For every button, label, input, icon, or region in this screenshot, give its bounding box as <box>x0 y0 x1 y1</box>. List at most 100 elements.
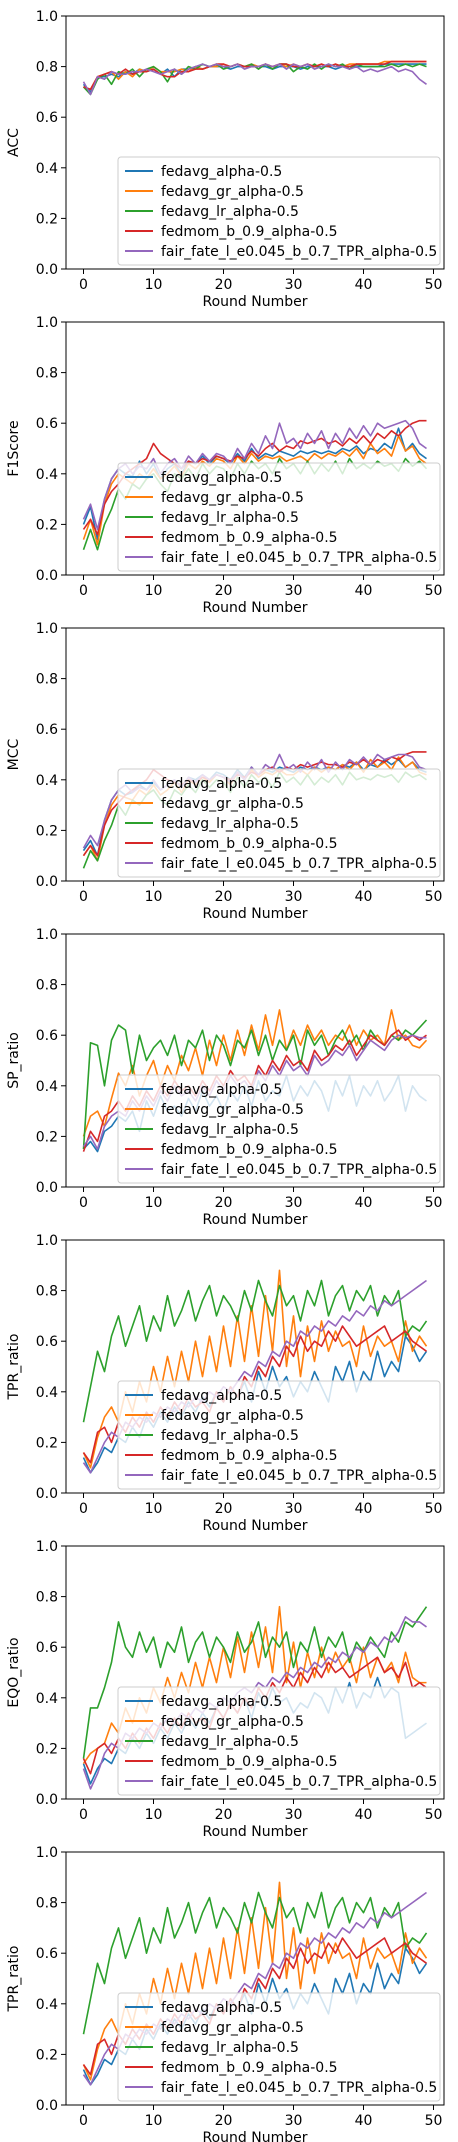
y-tick-label: 0.2 <box>36 1741 58 1757</box>
y-tick-label: 0.8 <box>36 60 58 76</box>
legend-label: fedmom_b_0.9_alpha-0.5 <box>161 836 338 852</box>
plot-frame <box>65 1545 445 1800</box>
chart-7: 0 10 20 30 40 50 0.0 0.2 0.4 0.6 0.8 1.0 Round Numbe… <box>6 1845 445 2142</box>
x-tick-label: 20 <box>215 583 233 599</box>
legend-label: fedavg_lr_alpha-0.5 <box>161 816 299 832</box>
x-axis-label: Round Number <box>203 906 308 918</box>
y-tick-label: 0.8 <box>36 672 58 688</box>
y-tick-label: 0.4 <box>36 161 58 177</box>
legend-label: fedmom_b_0.9_alpha-0.5 <box>161 530 338 546</box>
y-tick-label: 0.6 <box>36 416 58 432</box>
x-tick-label: 40 <box>355 583 373 599</box>
legend-label: fair_fate_l_e0.045_b_0.7_TPR_alpha-0.5 <box>161 550 437 566</box>
x-tick-label: 0 <box>79 889 88 905</box>
x-tick-label: 50 <box>425 1807 443 1823</box>
x-axis-label: Round Number <box>203 1518 308 1530</box>
x-axis-label: Round Number <box>203 1824 308 1836</box>
legend-label: fedavg_lr_alpha-0.5 <box>161 1428 299 1444</box>
x-tick-label: 40 <box>355 1501 373 1517</box>
y-tick-label: 0.0 <box>36 262 58 278</box>
x-tick-label: 30 <box>285 583 303 599</box>
legend: fedavg_alpha-0.5 fedavg_gr_alpha-0.5fedav… <box>117 462 441 572</box>
y-tick-label: 0.6 <box>36 1640 58 1656</box>
plot-frame <box>65 321 445 576</box>
y-tick-label: 0.2 <box>36 2047 58 2063</box>
legend-label: fedmom_b_0.9_alpha-0.5 <box>161 2060 338 2076</box>
x-tick-label: 40 <box>355 1195 373 1211</box>
y-axis-label: F1Score <box>6 420 22 476</box>
chart-1: 0 10 20 30 40 50 0.0 0.2 0.4 0.6 0.8 1.0 Round Numbe… <box>6 9 445 306</box>
plot-frame <box>65 1239 445 1494</box>
x-tick-label: 40 <box>355 889 373 905</box>
y-tick-label: 0.0 <box>36 1792 58 1808</box>
y-tick-label: 0.0 <box>36 2098 58 2114</box>
x-tick-label: 40 <box>355 2113 373 2129</box>
x-tick-label: 0 <box>79 1807 88 1823</box>
y-tick-label: 0.4 <box>36 773 58 789</box>
legend-label: fedavg_lr_alpha-0.5 <box>161 1734 299 1750</box>
legend: fedavg_alpha-0.5 fedavg_gr_alpha-0.5fedav… <box>117 1992 441 2102</box>
x-tick-label: 50 <box>425 1195 443 1211</box>
y-tick-label: 0.2 <box>36 1129 58 1145</box>
x-axis-label: Round Number <box>203 1212 308 1224</box>
x-tick-label: 10 <box>145 277 163 293</box>
y-tick-label: 0.2 <box>36 1435 58 1451</box>
legend-label: fair_fate_l_e0.045_b_0.7_TPR_alpha-0.5 <box>161 2080 437 2096</box>
y-tick-label: 0.8 <box>36 1896 58 1912</box>
y-tick-label: 1.0 <box>36 927 58 943</box>
y-tick-label: 0.0 <box>36 874 58 890</box>
legend-label: fair_fate_l_e0.045_b_0.7_TPR_alpha-0.5 <box>161 244 437 260</box>
legend-label: fedavg_gr_alpha-0.5 <box>161 1714 304 1730</box>
chart-4: 0 10 20 30 40 50 0.0 0.2 0.4 0.6 0.8 1.0 Round Numbe… <box>6 927 445 1224</box>
plot-frame <box>65 627 445 882</box>
y-tick-label: 0.2 <box>36 823 58 839</box>
x-tick-label: 20 <box>215 889 233 905</box>
y-tick-label: 0.2 <box>36 211 58 227</box>
x-tick-label: 10 <box>145 583 163 599</box>
legend-label: fedavg_alpha-0.5 <box>161 164 282 180</box>
y-tick-label: 0.6 <box>36 722 58 738</box>
x-tick-label: 20 <box>215 277 233 293</box>
y-tick-label: 1.0 <box>36 1539 58 1555</box>
legend-label: fair_fate_l_e0.045_b_0.7_TPR_alpha-0.5 <box>161 856 437 872</box>
legend-frame <box>117 462 441 572</box>
series-line-1 <box>82 63 427 93</box>
x-tick-label: 30 <box>285 2113 303 2129</box>
x-axis-label: Round Number <box>203 2130 308 2142</box>
legend-label: fedavg_lr_alpha-0.5 <box>161 2040 299 2056</box>
x-tick-label: 30 <box>285 1195 303 1211</box>
y-tick-label: 0.4 <box>36 1385 58 1401</box>
y-tick-label: 0.4 <box>36 1079 58 1095</box>
y-tick-label: 0.6 <box>36 1946 58 1962</box>
x-tick-label: 10 <box>145 1807 163 1823</box>
y-tick-label: 0.4 <box>36 1997 58 2013</box>
x-tick-label: 50 <box>425 1501 443 1517</box>
x-tick-label: 0 <box>79 2113 88 2129</box>
legend-label: fedmom_b_0.9_alpha-0.5 <box>161 1142 338 1158</box>
chart-5: 0 10 20 30 40 50 0.0 0.2 0.4 0.6 0.8 1.0 Round Numbe… <box>6 1233 445 1530</box>
plot-frame <box>65 15 445 270</box>
y-axis-label: TPR_ratio <box>6 1945 22 2012</box>
x-tick-label: 20 <box>215 1807 233 1823</box>
y-tick-label: 0.6 <box>36 110 58 126</box>
legend: fedavg_alpha-0.5 fedavg_gr_alpha-0.5fedav… <box>117 1686 441 1796</box>
legend-label: fedavg_alpha-0.5 <box>161 2000 282 2016</box>
series-line-3 <box>82 1279 428 1423</box>
legend-label: fair_fate_l_e0.045_b_0.7_TPR_alpha-0.5 <box>161 1162 437 1178</box>
legend-label: fedmom_b_0.9_alpha-0.5 <box>161 1754 338 1770</box>
y-tick-label: 0.4 <box>36 1691 58 1707</box>
legend-label: fedavg_gr_alpha-0.5 <box>161 2020 304 2036</box>
x-tick-label: 50 <box>425 583 443 599</box>
x-tick-label: 50 <box>425 889 443 905</box>
legend-label: fedavg_alpha-0.5 <box>161 1694 282 1710</box>
y-tick-label: 0.8 <box>36 1590 58 1606</box>
y-tick-label: 1.0 <box>36 1845 58 1861</box>
legend-label: fedmom_b_0.9_alpha-0.5 <box>161 224 338 240</box>
legend-label: fair_fate_l_e0.045_b_0.7_TPR_alpha-0.5 <box>161 1774 437 1790</box>
y-tick-label: 1.0 <box>36 621 58 637</box>
legend-label: fedavg_gr_alpha-0.5 <box>161 184 304 200</box>
x-tick-label: 20 <box>215 1501 233 1517</box>
x-tick-label: 30 <box>285 1501 303 1517</box>
x-tick-label: 10 <box>145 1501 163 1517</box>
legend-frame <box>117 1992 441 2102</box>
